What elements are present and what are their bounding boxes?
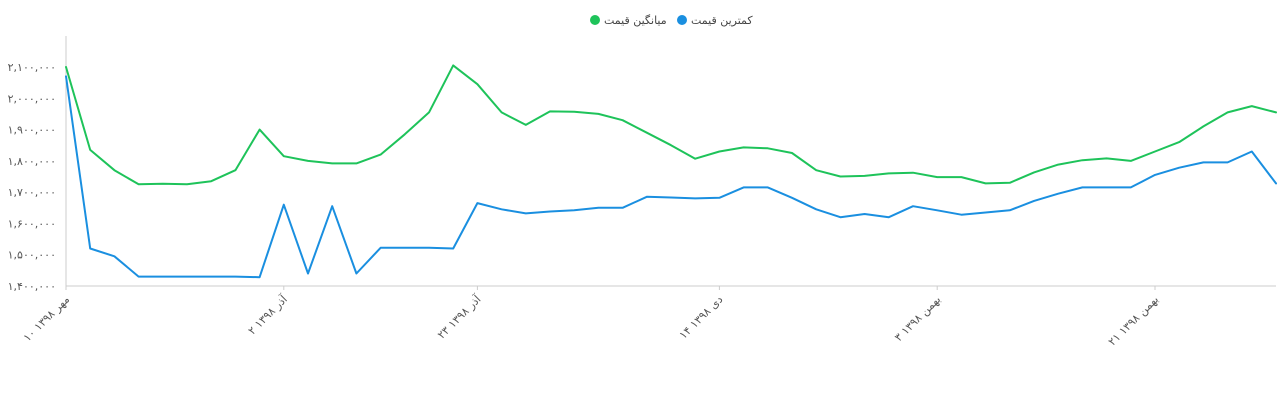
y-tick-label: ۱,۶۰۰,۰۰۰: [8, 217, 56, 230]
x-tick-label: ۲ آذر ۱۳۹۸: [245, 292, 291, 338]
y-axis: ۱,۴۰۰,۰۰۰ ۱,۵۰۰,۰۰۰ ۱,۶۰۰,۰۰۰ ۱,۷۰۰,۰۰۰ ۱,۸۰…: [8, 36, 67, 293]
y-tick-label: ۱,۴۰۰,۰۰۰: [8, 280, 56, 293]
x-axis: ۱۰ مهر ۱۳۹۸ ۲ آذر ۱۳۹۸ ۲۳ آذر ۱۳۹۸ ۱۴ دی ۱۳…: [21, 285, 1276, 348]
y-tick-label: ۱,۵۰۰,۰۰۰: [8, 249, 56, 262]
chart-legend: کمترین قیمت میانگین قیمت: [590, 14, 753, 27]
legend-item-lowest-price[interactable]: کمترین قیمت: [677, 14, 753, 27]
legend-marker: [677, 15, 687, 25]
series-layer: [65, 64, 1277, 279]
x-tick-label: ۲۱ بهمن ۱۳۹۸: [1106, 293, 1161, 348]
legend-label: میانگین قیمت: [604, 14, 667, 27]
y-tick-label: ۱,۹۰۰,۰۰۰: [8, 124, 56, 137]
x-tick-label: ۲۳ آذر ۱۳۹۸: [434, 292, 484, 342]
y-tick-label: ۲,۰۰۰,۰۰۰: [8, 92, 56, 105]
series-line-average-price: [65, 64, 1277, 186]
x-tick-label: ۱۰ مهر ۱۳۹۸: [21, 293, 72, 344]
x-tick-label: ۱۴ دی ۱۳۹۸: [677, 293, 726, 342]
legend-marker: [590, 15, 600, 25]
y-tick-label: ۱,۸۰۰,۰۰۰: [8, 155, 56, 168]
series-line-lowest-price: [65, 75, 1277, 279]
legend-label: کمترین قیمت: [691, 14, 753, 27]
y-tick-label: ۲,۱۰۰,۰۰۰: [8, 61, 56, 74]
y-tick-label: ۱,۷۰۰,۰۰۰: [8, 186, 56, 199]
legend-item-average-price[interactable]: میانگین قیمت: [590, 14, 667, 27]
x-tick-label: ۳ بهمن ۱۳۹۸: [892, 293, 943, 344]
